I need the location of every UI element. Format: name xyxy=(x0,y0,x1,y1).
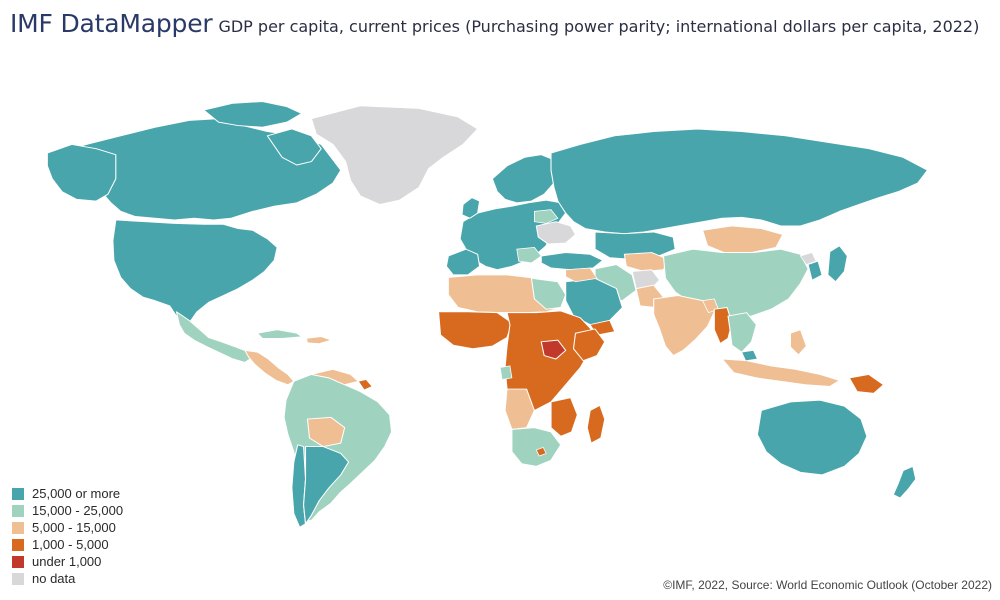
region-ukraine[interactable] xyxy=(535,221,576,245)
legend-swatch xyxy=(12,504,24,517)
region-baffin-island[interactable] xyxy=(266,128,322,166)
region-arctic-islands[interactable] xyxy=(203,101,303,128)
region-north-korea[interactable] xyxy=(799,252,817,266)
region-angola[interactable] xyxy=(504,388,535,430)
region-west-africa[interactable] xyxy=(438,311,513,350)
map-title: GDP per capita, current prices (Purchasi… xyxy=(218,17,980,36)
region-south-sudan[interactable] xyxy=(540,339,567,360)
region-greenland[interactable] xyxy=(310,105,479,205)
region-cuba[interactable] xyxy=(256,329,303,339)
region-belarus[interactable] xyxy=(533,209,559,224)
region-argentina[interactable] xyxy=(303,446,350,525)
region-chile[interactable] xyxy=(291,444,307,528)
region-southern-africa[interactable] xyxy=(511,427,562,467)
region-united-kingdom[interactable] xyxy=(461,197,481,219)
region-lesotho[interactable] xyxy=(535,446,547,457)
legend-swatch xyxy=(12,521,24,534)
legend-item-under-1000[interactable]: under 1,000 xyxy=(12,553,202,570)
region-malaysia[interactable] xyxy=(741,350,758,362)
region-thailand-vietnam[interactable] xyxy=(727,312,757,353)
region-russia[interactable] xyxy=(550,128,929,235)
region-myanmar[interactable] xyxy=(713,307,733,345)
region-united-states[interactable] xyxy=(112,219,278,326)
legend-swatch xyxy=(12,487,24,500)
region-new-zealand[interactable] xyxy=(892,465,917,499)
region-philippines[interactable] xyxy=(790,329,807,356)
legend-swatch xyxy=(12,555,24,568)
legend-item-15000-25000[interactable]: 15,000 - 25,000 xyxy=(12,502,202,519)
region-papua-new-guinea[interactable] xyxy=(848,373,885,394)
region-mongolia[interactable] xyxy=(702,225,784,254)
region-mozambique[interactable] xyxy=(550,397,578,437)
region-mexico[interactable] xyxy=(175,311,254,363)
legend-label: 25,000 or more xyxy=(32,486,121,501)
region-india[interactable] xyxy=(653,295,715,357)
region-central-america[interactable] xyxy=(244,349,295,386)
legend-item-1000-5000[interactable]: 1,000 - 5,000 xyxy=(12,536,202,553)
map-container xyxy=(18,50,996,565)
region-kazakhstan[interactable] xyxy=(594,231,676,260)
region-korea[interactable] xyxy=(807,260,823,281)
region-turkey[interactable] xyxy=(540,252,604,271)
region-balkans[interactable] xyxy=(516,247,542,264)
legend-label: no data xyxy=(32,571,76,586)
region-australia[interactable] xyxy=(756,399,868,476)
legend-label: 5,000 - 15,000 xyxy=(32,520,116,535)
region-egypt[interactable] xyxy=(530,277,567,310)
region-iraq-syria[interactable] xyxy=(565,267,598,283)
world-map xyxy=(46,101,929,528)
region-gabon[interactable] xyxy=(499,365,513,381)
region-iberia[interactable] xyxy=(445,248,481,276)
legend-item-5000-15000[interactable]: 5,000 - 15,000 xyxy=(12,519,202,536)
region-horn-of-africa[interactable] xyxy=(572,328,606,362)
legend-item-no-data[interactable]: no data xyxy=(12,570,202,587)
region-canada[interactable] xyxy=(56,118,342,221)
legend: 25,000 or more 15,000 - 25,000 5,000 - 1… xyxy=(12,485,202,587)
region-madagascar[interactable] xyxy=(586,404,606,444)
legend-swatch xyxy=(12,572,24,585)
legend-swatch xyxy=(12,538,24,551)
region-guyana[interactable] xyxy=(357,379,373,391)
source-attribution: ©IMF, 2022, Source: World Economic Outlo… xyxy=(663,578,992,592)
brand-title: IMF DataMapper xyxy=(10,9,213,38)
region-central-east-africa[interactable] xyxy=(504,310,596,411)
region-japan[interactable] xyxy=(827,245,848,283)
legend-item-25000-plus[interactable]: 25,000 or more xyxy=(12,485,202,502)
legend-label: under 1,000 xyxy=(32,554,102,569)
header: IMF DataMapper GDP per capita, current p… xyxy=(10,10,979,38)
region-indonesia[interactable] xyxy=(721,358,841,387)
region-haiti-dominican[interactable] xyxy=(306,336,333,344)
region-central-asia[interactable] xyxy=(623,252,669,272)
region-alaska[interactable] xyxy=(46,143,117,202)
legend-label: 1,000 - 5,000 xyxy=(32,537,109,552)
legend-label: 15,000 - 25,000 xyxy=(32,503,124,518)
region-bolivia[interactable] xyxy=(306,416,346,448)
